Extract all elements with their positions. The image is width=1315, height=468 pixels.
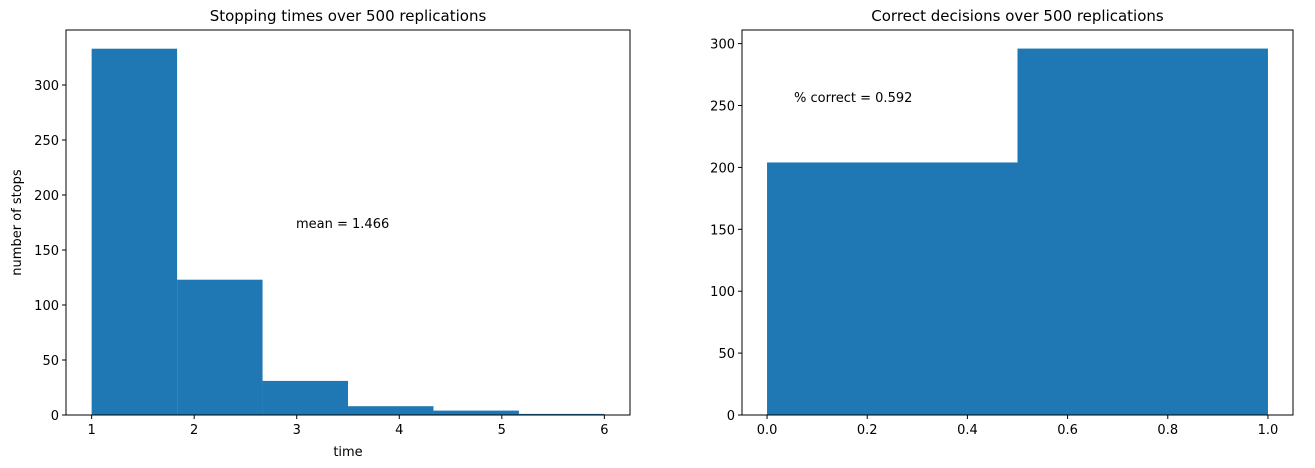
annotation: mean = 1.466 [296,217,389,232]
x-axis-label: time [333,445,362,460]
x-tick-label: 1.0 [1258,423,1279,438]
bar [262,380,348,415]
y-tick-label: 200 [710,161,735,176]
y-tick-label: 50 [42,354,59,369]
x-tick-label: 4 [395,423,403,438]
axes-frame [741,29,1294,416]
y-tick-label: 200 [34,189,59,204]
y-tick-label: 150 [34,244,59,259]
bar [348,406,434,415]
x-tick-label: 0.6 [1057,423,1078,438]
bar [177,279,263,415]
axes-frame [65,29,631,416]
y-tick-label: 300 [34,79,59,94]
y-tick-label: 50 [718,347,735,362]
x-tick-label: 2 [190,423,198,438]
bar [91,48,178,415]
x-tick-label: 1 [87,423,95,438]
chart-title: Stopping times over 500 replications [210,7,487,25]
chart-title: Correct decisions over 500 replications [871,7,1164,25]
x-tick-label: 0.0 [757,423,778,438]
y-tick-label: 250 [34,134,59,149]
y-tick-label: 150 [710,223,735,238]
x-tick-label: 0.2 [857,423,878,438]
y-tick-label: 250 [710,100,735,115]
bar [1017,48,1268,416]
bar [767,162,1018,415]
y-axis-label: number of stops [10,169,25,276]
y-tick-label: 100 [34,299,59,314]
x-tick-label: 0.8 [1157,423,1178,438]
bar [518,413,605,415]
y-tick-label: 0 [727,409,735,424]
x-tick-label: 0.4 [957,423,978,438]
y-tick-label: 300 [710,38,735,53]
y-tick-label: 0 [51,409,59,424]
x-tick-label: 6 [600,423,608,438]
y-tick-label: 100 [710,285,735,300]
x-tick-label: 5 [498,423,506,438]
bar [433,410,519,415]
x-tick-label: 3 [293,423,301,438]
annotation: % correct = 0.592 [794,91,912,106]
